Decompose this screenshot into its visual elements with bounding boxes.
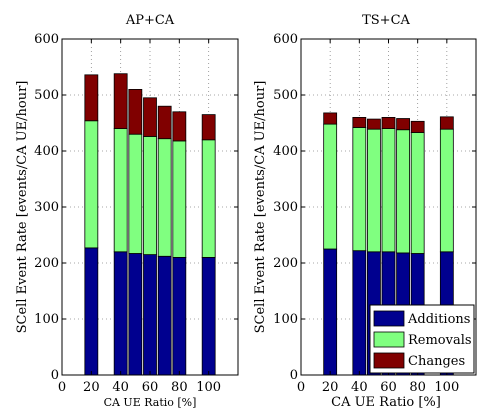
bar-additions: [201, 256, 216, 376]
bar-additions: [172, 256, 187, 376]
x-axis-label: CA UE Ratio [%]: [331, 395, 441, 410]
legend-label: Removals: [408, 333, 472, 348]
bar-changes: [113, 73, 128, 130]
y-tick-label: 0: [51, 368, 59, 383]
x-tick-label: 20: [83, 380, 100, 395]
y-tick-label: 600: [34, 32, 59, 47]
bar-additions: [323, 248, 338, 376]
bar-additions: [84, 247, 99, 376]
x-tick-label: 0: [58, 380, 66, 395]
y-tick-label: 100: [273, 312, 298, 327]
chart-panel-ap-ca: AP+CA SCell Event Rate [events/CA UE/hou…: [15, 13, 239, 409]
chart-panel-ts-ca: TS+CA SCell Event Rate [events/CA UE/hou…: [253, 13, 477, 410]
bar-removals: [439, 128, 454, 253]
y-tick-label: 500: [34, 88, 59, 103]
bar-additions: [113, 251, 128, 376]
y-tick-label: 400: [34, 144, 59, 159]
bar-changes: [396, 118, 410, 131]
x-tick-label: 60: [380, 380, 397, 395]
bar-removals: [352, 127, 367, 252]
x-tick-label: 60: [142, 380, 159, 395]
bar-removals: [410, 132, 425, 254]
y-tick-label: 300: [273, 200, 298, 215]
bar-changes: [128, 89, 143, 135]
x-tick-label: 80: [171, 380, 188, 395]
bar-changes: [367, 118, 381, 130]
legend-label: Additions: [407, 312, 470, 327]
bar-additions: [157, 255, 172, 376]
bar-removals: [323, 123, 338, 250]
bar-changes: [352, 117, 367, 128]
y-tick-label: 300: [34, 200, 59, 215]
y-tick-label: 200: [34, 256, 59, 271]
bar-changes: [157, 105, 172, 140]
bar-removals: [84, 120, 99, 249]
y-axis-label: SCell Event Rate [events/CA UE/hour]: [253, 81, 268, 334]
bar-changes: [84, 74, 99, 122]
bar-changes: [143, 97, 157, 137]
bar-changes: [201, 114, 216, 141]
x-tick-label: 40: [112, 380, 129, 395]
chart-title: AP+CA: [125, 13, 175, 28]
bars: [84, 73, 216, 376]
y-tick-label: 400: [273, 144, 298, 159]
x-tick-label: 100: [434, 380, 459, 395]
bar-removals: [128, 133, 143, 254]
x-tick-label: 20: [322, 380, 339, 395]
bar-removals: [113, 128, 128, 253]
x-tick-label: 80: [409, 380, 426, 395]
y-tick-label: 200: [273, 256, 298, 271]
x-axis-label: CA UE Ratio [%]: [104, 396, 197, 409]
legend-label: Changes: [408, 354, 465, 369]
bar-removals: [381, 128, 396, 253]
legend-swatch: [373, 331, 405, 348]
bar-removals: [396, 129, 410, 254]
bar-additions: [352, 250, 367, 376]
x-tick-label: 40: [351, 380, 368, 395]
x-tick-label: 100: [196, 380, 221, 395]
bar-changes: [323, 112, 338, 125]
bar-removals: [143, 136, 157, 256]
legend: Additions Removals Changes: [369, 304, 475, 374]
bar-changes: [439, 116, 454, 130]
bar-removals: [157, 138, 172, 257]
chart-title: TS+CA: [362, 13, 410, 28]
legend-swatch: [373, 352, 405, 369]
bar-changes: [381, 117, 396, 130]
legend-swatch: [373, 310, 405, 327]
bar-removals: [201, 139, 216, 258]
bar-additions: [128, 253, 143, 376]
ticks: 0 20 40 60 80 100 0 100 200 300 400 500 600: [34, 32, 238, 395]
bar-changes: [172, 111, 187, 142]
y-tick-label: 0: [290, 368, 298, 383]
y-tick-label: 500: [273, 88, 298, 103]
y-axis-label: SCell Event Rate [events/CA UE/hour]: [15, 81, 30, 334]
y-tick-label: 600: [273, 32, 298, 47]
x-tick-label: 0: [297, 380, 305, 395]
y-tick-label: 100: [34, 312, 59, 327]
bar-changes: [410, 120, 425, 133]
bar-additions: [143, 254, 157, 376]
ticks: 0 20 40 60 80 100 0 100 200 300 400 500 600: [273, 32, 476, 395]
bar-removals: [172, 140, 187, 258]
bar-removals: [367, 128, 381, 253]
